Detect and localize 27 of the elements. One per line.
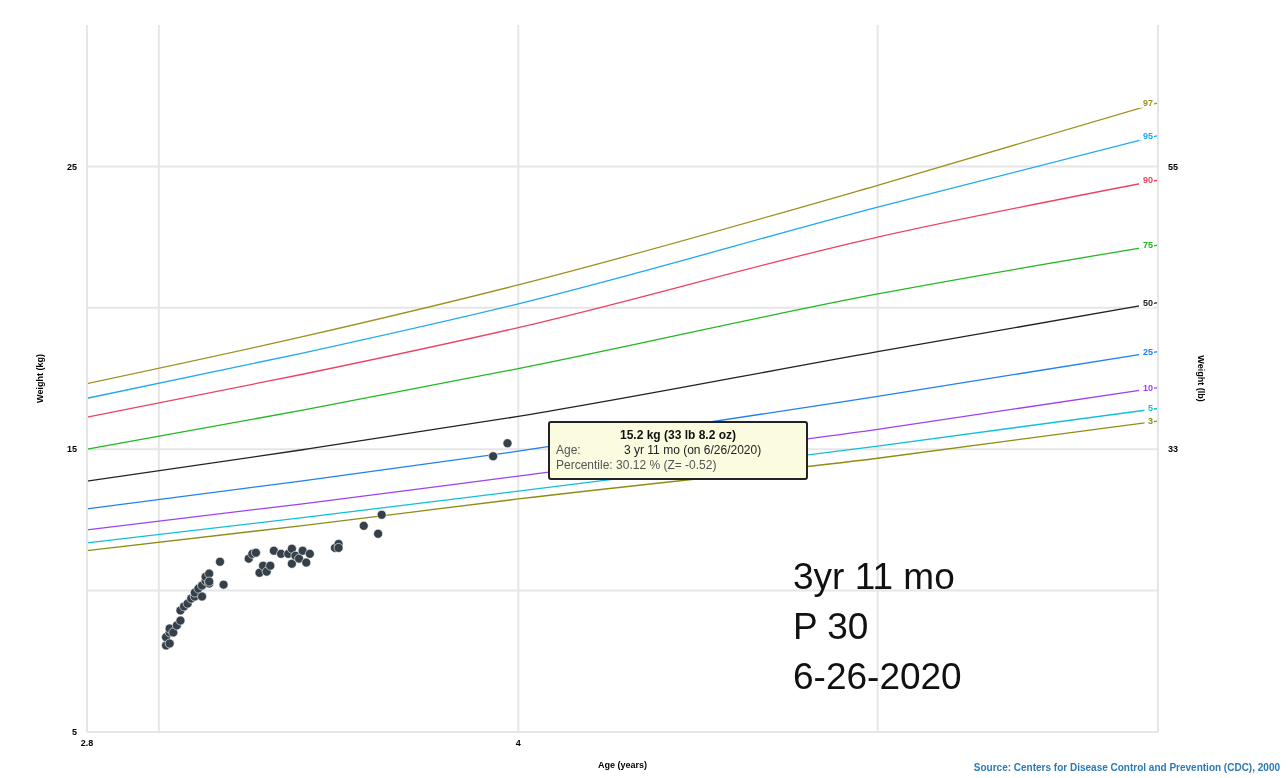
series-label: 97 — [1142, 97, 1153, 108]
x-axis-title: Age (years) — [597, 760, 648, 770]
y-tick-label: 15 — [66, 444, 77, 455]
annotation: 6-26-2020 — [793, 655, 962, 699]
y-tick-label: 5 — [71, 727, 77, 738]
series-label: 95 — [1142, 130, 1153, 141]
annotation: 3 yr 11 mo (on 6/26/2020) — [624, 443, 762, 457]
annotation: P 30 — [793, 605, 870, 649]
annotation: Percentile: 30.12 % (Z= -0.52) — [556, 458, 718, 473]
y2-axis-title: Weight (lb) — [1195, 355, 1206, 402]
x-tick-label: 2.8 — [80, 738, 94, 749]
x-tick-label: 4 — [515, 738, 521, 749]
series-label: 25 — [1142, 346, 1153, 357]
series-label: 50 — [1142, 297, 1153, 308]
source-note: Source: Centers for Disease Control and Prevention (CDC), 2000 — [973, 762, 1280, 773]
y2-tick-label: 33 — [1168, 444, 1179, 455]
y-axis-title: Weight (kg) — [35, 354, 46, 403]
y-tick-label: 25 — [66, 161, 77, 172]
series-label: 75 — [1142, 240, 1153, 251]
series-label: 5 — [1147, 403, 1153, 414]
annotation: 3yr 11 mo — [793, 555, 956, 599]
series-label: 90 — [1142, 175, 1153, 186]
y2-tick-label: 55 — [1168, 161, 1179, 172]
annotation: Age: — [556, 443, 582, 458]
series-label: 10 — [1142, 382, 1153, 393]
series-label: 3 — [1147, 416, 1153, 427]
annotation: 15.2 kg (33 lb 8.2 oz) — [618, 428, 737, 443]
